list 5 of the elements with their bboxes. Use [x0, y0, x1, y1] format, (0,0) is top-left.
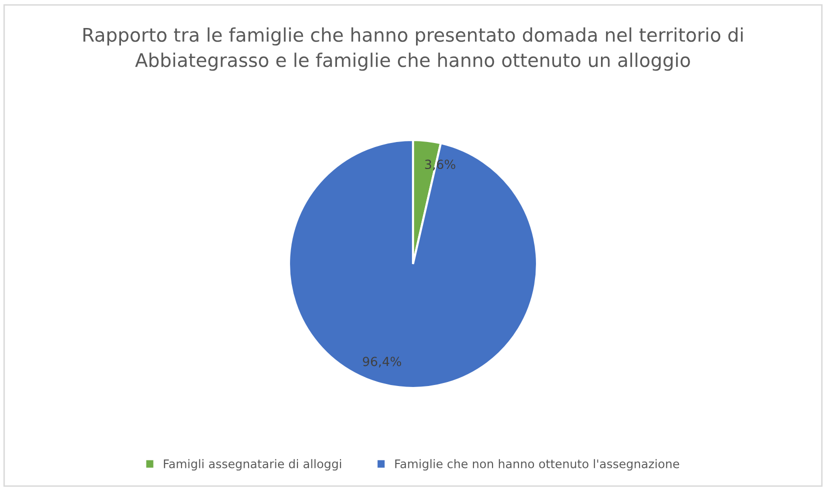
- pie-slice: [288, 138, 538, 390]
- legend-label: Famiglie che non hanno ottenuto l'assegnazione: [395, 459, 680, 471]
- data-label: 96,4%: [362, 356, 402, 368]
- legend-label: Famigli assegnatarie di alloggi: [164, 459, 342, 471]
- chart-title: Rapporto tra le famiglie che hanno presentato domada nel territorio di Abbiategrasso e le famiglie che hanno ottenuto un alloggio: [83, 27, 743, 71]
